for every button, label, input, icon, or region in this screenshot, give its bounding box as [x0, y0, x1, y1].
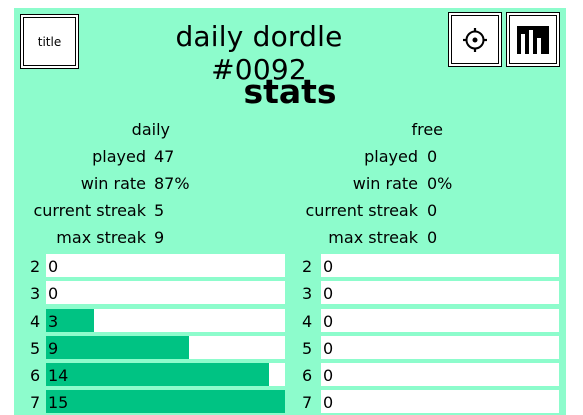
- guess-number: 4: [302, 311, 313, 331]
- bar-count: 14: [48, 366, 69, 386]
- bar-track: 14: [46, 363, 285, 387]
- distribution-row: 3 0: [14, 280, 285, 307]
- bar-count: 15: [48, 393, 69, 413]
- stat-value: 0%: [427, 174, 453, 193]
- bar-fill: [46, 363, 269, 387]
- guess-number: 7: [30, 393, 41, 413]
- guess-number: 2: [30, 257, 41, 276]
- guess-number: 7: [302, 393, 313, 413]
- stat-value: 87%: [154, 174, 190, 193]
- free-label: free: [411, 120, 443, 139]
- bar-count: 0: [323, 284, 334, 304]
- daily-guess-distribution: 2 0 3 0 4 3 5 9 6 14 7 15: [14, 253, 285, 415]
- stat-label: played: [92, 147, 146, 166]
- distribution-row: 5 0: [302, 335, 566, 362]
- bar-track: 3: [46, 308, 285, 332]
- bar-track: 0: [321, 308, 559, 332]
- distribution-row: 6 0: [302, 362, 566, 389]
- bar-track: 0: [321, 363, 559, 387]
- bar-count: 0: [323, 393, 334, 413]
- stat-value: 47: [154, 147, 175, 166]
- distribution-row: 3 0: [302, 280, 566, 307]
- bar-count: 0: [48, 284, 59, 304]
- stat-value: 0: [427, 201, 438, 220]
- stat-value: 0: [427, 228, 438, 247]
- stat-value: 0: [427, 147, 438, 166]
- stat-value: 5: [154, 201, 165, 220]
- stat-label: current streak: [305, 201, 418, 220]
- gear-icon: [463, 27, 487, 52]
- stat-label: max streak: [56, 228, 146, 247]
- stats-panel: title daily dordle #0092 stats daily pla…: [14, 8, 566, 415]
- bar-fill: [46, 390, 285, 414]
- bar-fill: [46, 308, 94, 332]
- distribution-row: 4 3: [14, 308, 285, 335]
- stat-label: played: [364, 147, 418, 166]
- daily-max-streak-row: max streak 9: [14, 224, 290, 251]
- guess-number: 6: [302, 366, 313, 386]
- stat-label: win rate: [80, 174, 146, 193]
- bar-track: 0: [46, 281, 285, 305]
- stats-heading: stats: [243, 72, 337, 111]
- bar-count: 0: [48, 257, 59, 276]
- settings-button[interactable]: [448, 12, 502, 67]
- bar-track: 0: [321, 335, 559, 359]
- guess-number: 5: [30, 338, 41, 358]
- stat-value: 9: [154, 228, 165, 247]
- daily-win-rate-row: win rate 87%: [14, 170, 290, 197]
- guess-number: 3: [302, 284, 313, 304]
- bar-count: 0: [323, 311, 334, 331]
- bar-track: 0: [321, 281, 559, 305]
- bar-count: 3: [48, 311, 59, 331]
- stat-label: win rate: [352, 174, 418, 193]
- free-win-rate-row: win rate 0%: [290, 170, 566, 197]
- distribution-row: 2 0: [14, 253, 285, 280]
- guess-number: 2: [302, 257, 313, 276]
- bar-track: 0: [321, 254, 559, 277]
- stats-button[interactable]: [506, 12, 560, 67]
- bar-count: 0: [323, 366, 334, 386]
- guess-number: 3: [30, 284, 41, 304]
- title-button[interactable]: title: [20, 14, 79, 69]
- distribution-row: 6 14: [14, 362, 285, 389]
- bar-track: 0: [46, 254, 285, 277]
- distribution-row: 7 15: [14, 389, 285, 415]
- guess-number: 6: [30, 366, 41, 386]
- stat-label: current streak: [33, 201, 146, 220]
- bar-count: 9: [48, 338, 59, 358]
- bar-track: 15: [46, 390, 285, 414]
- app-title: daily dordle #0092: [175, 20, 343, 86]
- distribution-row: 2 0: [302, 253, 566, 280]
- stat-label: max streak: [328, 228, 418, 247]
- bar-track: 0: [321, 390, 559, 414]
- free-guess-distribution: 2 0 3 0 4 0 5 0 6 0 7 0: [302, 253, 566, 415]
- free-max-streak-row: max streak 0: [290, 224, 566, 251]
- bar-count: 0: [323, 338, 334, 358]
- distribution-row: 7 0: [302, 389, 566, 415]
- daily-label: daily: [131, 120, 170, 139]
- bar-chart-icon: [517, 25, 549, 54]
- free-stats: free played 0 win rate 0% current streak…: [290, 116, 566, 251]
- distribution-row: 4 0: [302, 308, 566, 335]
- guess-number: 4: [30, 311, 41, 331]
- daily-stats: daily played 47 win rate 87% current str…: [14, 116, 290, 251]
- daily-current-streak-row: current streak 5: [14, 197, 290, 224]
- bar-count: 0: [323, 257, 334, 276]
- daily-played-row: played 47: [14, 143, 290, 170]
- free-played-row: played 0: [290, 143, 566, 170]
- distribution-row: 5 9: [14, 335, 285, 362]
- guess-number: 5: [302, 338, 313, 358]
- free-current-streak-row: current streak 0: [290, 197, 566, 224]
- bar-track: 9: [46, 335, 285, 359]
- bar-fill: [46, 335, 190, 359]
